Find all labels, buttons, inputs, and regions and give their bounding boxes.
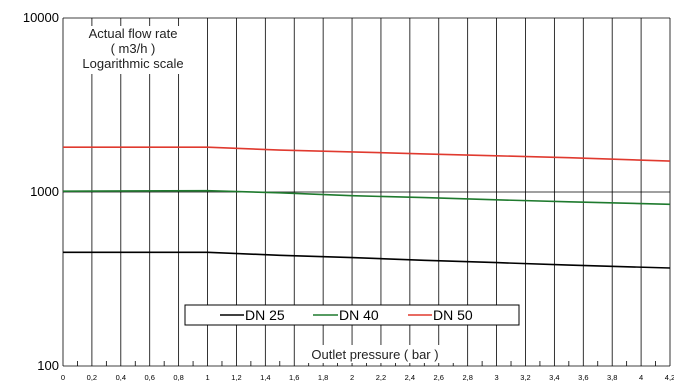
x-axis-ticks: 0 0,2 0,4 0,6 0,8 1 1,2 1,4 1,6 1,8 2 2,2 2,4 2,6 2,8 3… bbox=[61, 373, 674, 382]
x-tick-label: 4,2 bbox=[665, 373, 674, 382]
series-line-dn25 bbox=[63, 251, 671, 269]
x-tick-label: 3,6 bbox=[578, 373, 588, 382]
x-tick-label: 3,4 bbox=[549, 373, 559, 382]
chart-title-line-3: Logarithmic scale bbox=[82, 56, 183, 71]
x-tick-label: 2,4 bbox=[405, 373, 415, 382]
x-tick-label: 2,2 bbox=[376, 373, 386, 382]
series-lines bbox=[62, 146, 671, 269]
x-tick-label: 0,8 bbox=[173, 373, 183, 382]
x-tick-label: 4 bbox=[639, 373, 643, 382]
x-tick-label: 1,2 bbox=[231, 373, 241, 382]
legend-label-dn50: DN 50 bbox=[433, 307, 473, 323]
legend: DN 25 DN 40 DN 50 bbox=[184, 304, 520, 326]
y-tick-label: 100 bbox=[37, 358, 59, 373]
x-tick-label: 2 bbox=[350, 373, 354, 382]
chart-title-line-1: Actual flow rate bbox=[89, 26, 178, 41]
x-tick-label: 0 bbox=[61, 373, 65, 382]
x-tick-label: 2,6 bbox=[434, 373, 444, 382]
x-tick-label: 3 bbox=[494, 373, 498, 382]
legend-label-dn40: DN 40 bbox=[339, 307, 379, 323]
x-tick-label: 1,4 bbox=[260, 373, 270, 382]
x-tick-label: 0,6 bbox=[144, 373, 154, 382]
x-tick-label: 3,8 bbox=[607, 373, 617, 382]
xlabel-backing bbox=[296, 345, 456, 363]
series-line-dn40 bbox=[62, 189, 671, 206]
x-tick-label: 0,2 bbox=[87, 373, 97, 382]
x-axis-label: Outlet pressure ( bar ) bbox=[311, 347, 438, 362]
x-tick-label: 1,6 bbox=[289, 373, 299, 382]
y-axis-ticks: 100 1000 10000 bbox=[23, 10, 59, 373]
series-line-dn50 bbox=[63, 146, 671, 162]
x-tick-label: 3,2 bbox=[520, 373, 530, 382]
y-tick-label: 1000 bbox=[30, 184, 59, 199]
x-tick-label: 1 bbox=[205, 373, 209, 382]
x-tick-label: 2,8 bbox=[462, 373, 472, 382]
chart-title-line-2: ( m3/h ) bbox=[111, 41, 156, 56]
title-backing bbox=[72, 26, 204, 74]
legend-box bbox=[184, 304, 520, 326]
x-tick-label: 1,8 bbox=[318, 373, 328, 382]
legend-label-dn25: DN 25 bbox=[245, 307, 285, 323]
y-tick-label: 10000 bbox=[23, 10, 59, 25]
x-tick-label: 0,4 bbox=[116, 373, 126, 382]
